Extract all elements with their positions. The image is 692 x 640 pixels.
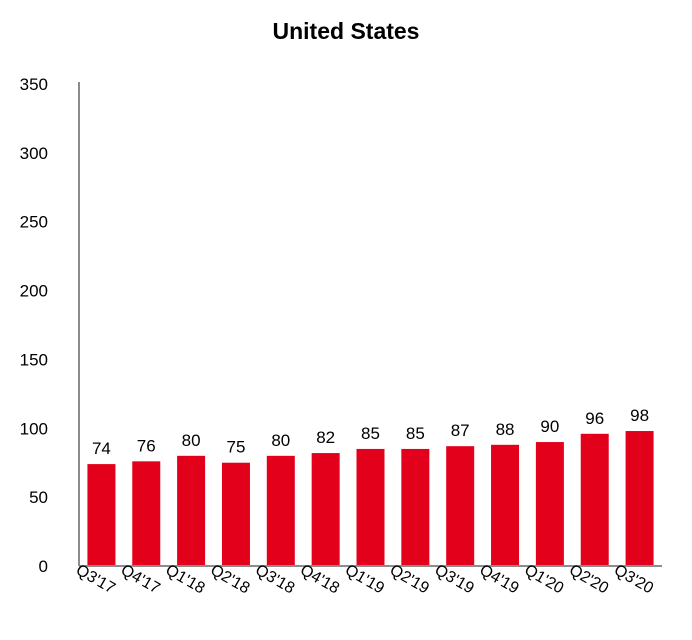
y-tick-label: 300 <box>20 144 48 163</box>
data-label: 74 <box>92 439 111 458</box>
data-label: 96 <box>585 409 604 428</box>
bar <box>266 455 295 566</box>
data-label: 85 <box>361 424 380 443</box>
x-tick-label: Q3'17 <box>73 562 118 598</box>
data-label: 75 <box>227 438 246 457</box>
bar <box>87 464 116 566</box>
x-tick-label: Q1'18 <box>163 562 208 598</box>
y-axis-ticks: 0 50 100 150 200 250 300 350 <box>20 75 48 576</box>
data-label: 80 <box>271 431 290 450</box>
x-tick-label: Q2'18 <box>207 562 252 598</box>
y-tick-label: 0 <box>39 557 48 576</box>
bar <box>177 455 206 566</box>
x-tick-label: Q3'18 <box>252 562 297 598</box>
bar <box>221 462 250 566</box>
chart-title: United States <box>272 18 420 44</box>
y-tick-label: 50 <box>29 488 48 507</box>
y-tick-label: 100 <box>20 419 48 438</box>
data-label: 87 <box>451 421 470 440</box>
bar <box>356 448 385 566</box>
data-labels: 74 76 80 75 80 82 85 85 87 88 90 96 98 <box>92 406 649 458</box>
bar <box>625 431 654 566</box>
x-tick-label: Q4'19 <box>476 562 521 598</box>
bar-series <box>87 431 654 566</box>
data-label: 90 <box>540 417 559 436</box>
bar <box>311 453 340 566</box>
x-tick-label: Q1'20 <box>521 562 566 598</box>
x-tick-label: Q3'19 <box>432 562 477 598</box>
data-label: 85 <box>406 424 425 443</box>
y-tick-label: 250 <box>20 213 48 232</box>
data-label: 98 <box>630 406 649 425</box>
data-label: 88 <box>496 420 515 439</box>
x-tick-label: Q1'19 <box>342 562 387 598</box>
x-tick-label: Q2'19 <box>387 562 432 598</box>
data-label: 82 <box>316 428 335 447</box>
y-tick-label: 350 <box>20 75 48 94</box>
x-tick-label: Q3'20 <box>611 562 656 598</box>
axes <box>78 82 662 567</box>
y-tick-label: 150 <box>20 350 48 369</box>
bar <box>446 446 475 566</box>
data-label: 80 <box>182 431 201 450</box>
data-label: 76 <box>137 436 156 455</box>
y-tick-label: 200 <box>20 282 48 301</box>
x-tick-label: Q2'20 <box>566 562 611 598</box>
bar <box>580 433 609 566</box>
bar <box>535 442 564 566</box>
bar <box>491 444 520 566</box>
x-axis-labels: Q3'17 Q4'17 Q1'18 Q2'18 Q3'18 Q4'18 Q1'19 Q2'19… <box>73 562 656 598</box>
x-tick-label: Q4'17 <box>118 562 163 598</box>
bar <box>132 461 161 566</box>
x-tick-label: Q4'18 <box>297 562 342 598</box>
bar <box>401 448 430 566</box>
